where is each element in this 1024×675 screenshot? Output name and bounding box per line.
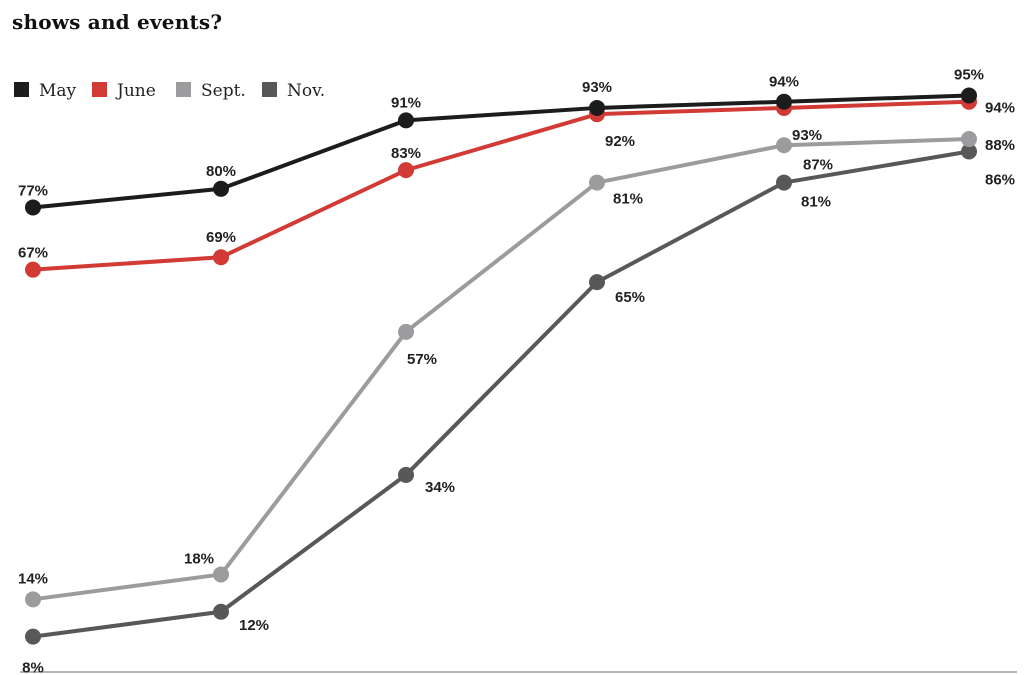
data-label: 94% xyxy=(985,100,1015,117)
data-point-nov xyxy=(25,628,41,645)
data-point-may xyxy=(398,112,414,129)
data-label: 69% xyxy=(206,229,236,246)
legend-swatch xyxy=(262,82,277,97)
data-point-sept xyxy=(776,137,792,154)
data-label: 94% xyxy=(769,74,799,91)
legend-label: June xyxy=(115,81,156,101)
data-label: 65% xyxy=(615,289,645,306)
data-point-sept xyxy=(398,323,414,340)
data-label: 34% xyxy=(425,479,455,496)
data-labels: 77%80%91%93% 94% 95%67%69%83%92% 93%94%14%1… xyxy=(18,67,1015,675)
data-label: 80% xyxy=(206,163,236,180)
data-label: 86% xyxy=(985,171,1015,188)
legend-swatch xyxy=(14,82,29,97)
series-line-nov xyxy=(31,149,971,639)
data-point-nov xyxy=(776,174,792,191)
chart-title: shows and events? xyxy=(12,10,223,34)
data-label: 93% xyxy=(792,127,822,144)
data-label: 91% xyxy=(391,94,421,111)
data-point-may xyxy=(25,199,41,216)
data-label: 93% xyxy=(582,79,612,96)
data-point-sept xyxy=(961,131,977,148)
data-label: 81% xyxy=(613,191,643,208)
data-point-june xyxy=(398,162,414,179)
data-point-nov xyxy=(213,603,229,620)
data-point-nov xyxy=(589,274,605,291)
legend-label: May xyxy=(39,81,77,101)
data-label: 57% xyxy=(407,351,437,368)
series-points xyxy=(25,87,977,645)
data-label: 95% xyxy=(954,67,984,84)
data-point-sept xyxy=(589,174,605,191)
series-lines xyxy=(31,93,971,639)
data-label: 83% xyxy=(391,145,421,162)
data-point-sept xyxy=(213,566,229,583)
data-label: 77% xyxy=(18,182,48,199)
series-line-sept xyxy=(31,137,971,602)
legend-label: Nov. xyxy=(287,81,325,101)
data-label: 88% xyxy=(985,137,1015,154)
legend: May June Sept. Nov. xyxy=(14,81,325,101)
legend-swatch xyxy=(92,82,107,97)
series-line-june xyxy=(31,99,971,272)
legend-label: Sept. xyxy=(201,81,246,101)
data-point-nov xyxy=(961,143,977,160)
data-point-may xyxy=(961,87,977,104)
data-label: 81% xyxy=(801,194,831,211)
data-label: 87% xyxy=(803,156,833,173)
data-point-may xyxy=(776,93,792,110)
data-label: 67% xyxy=(18,245,48,262)
data-point-june xyxy=(213,249,229,266)
data-point-nov xyxy=(398,466,414,483)
data-label: 18% xyxy=(184,550,214,567)
data-label: 8% xyxy=(22,660,44,675)
data-point-june xyxy=(25,261,41,278)
data-label: 92% xyxy=(605,133,635,150)
data-point-may xyxy=(213,180,229,197)
data-label: 12% xyxy=(239,617,269,634)
data-point-sept xyxy=(25,591,41,608)
data-label: 14% xyxy=(18,570,48,587)
series-line-may xyxy=(31,93,971,210)
legend-swatch xyxy=(176,82,191,97)
data-point-may xyxy=(589,99,605,116)
